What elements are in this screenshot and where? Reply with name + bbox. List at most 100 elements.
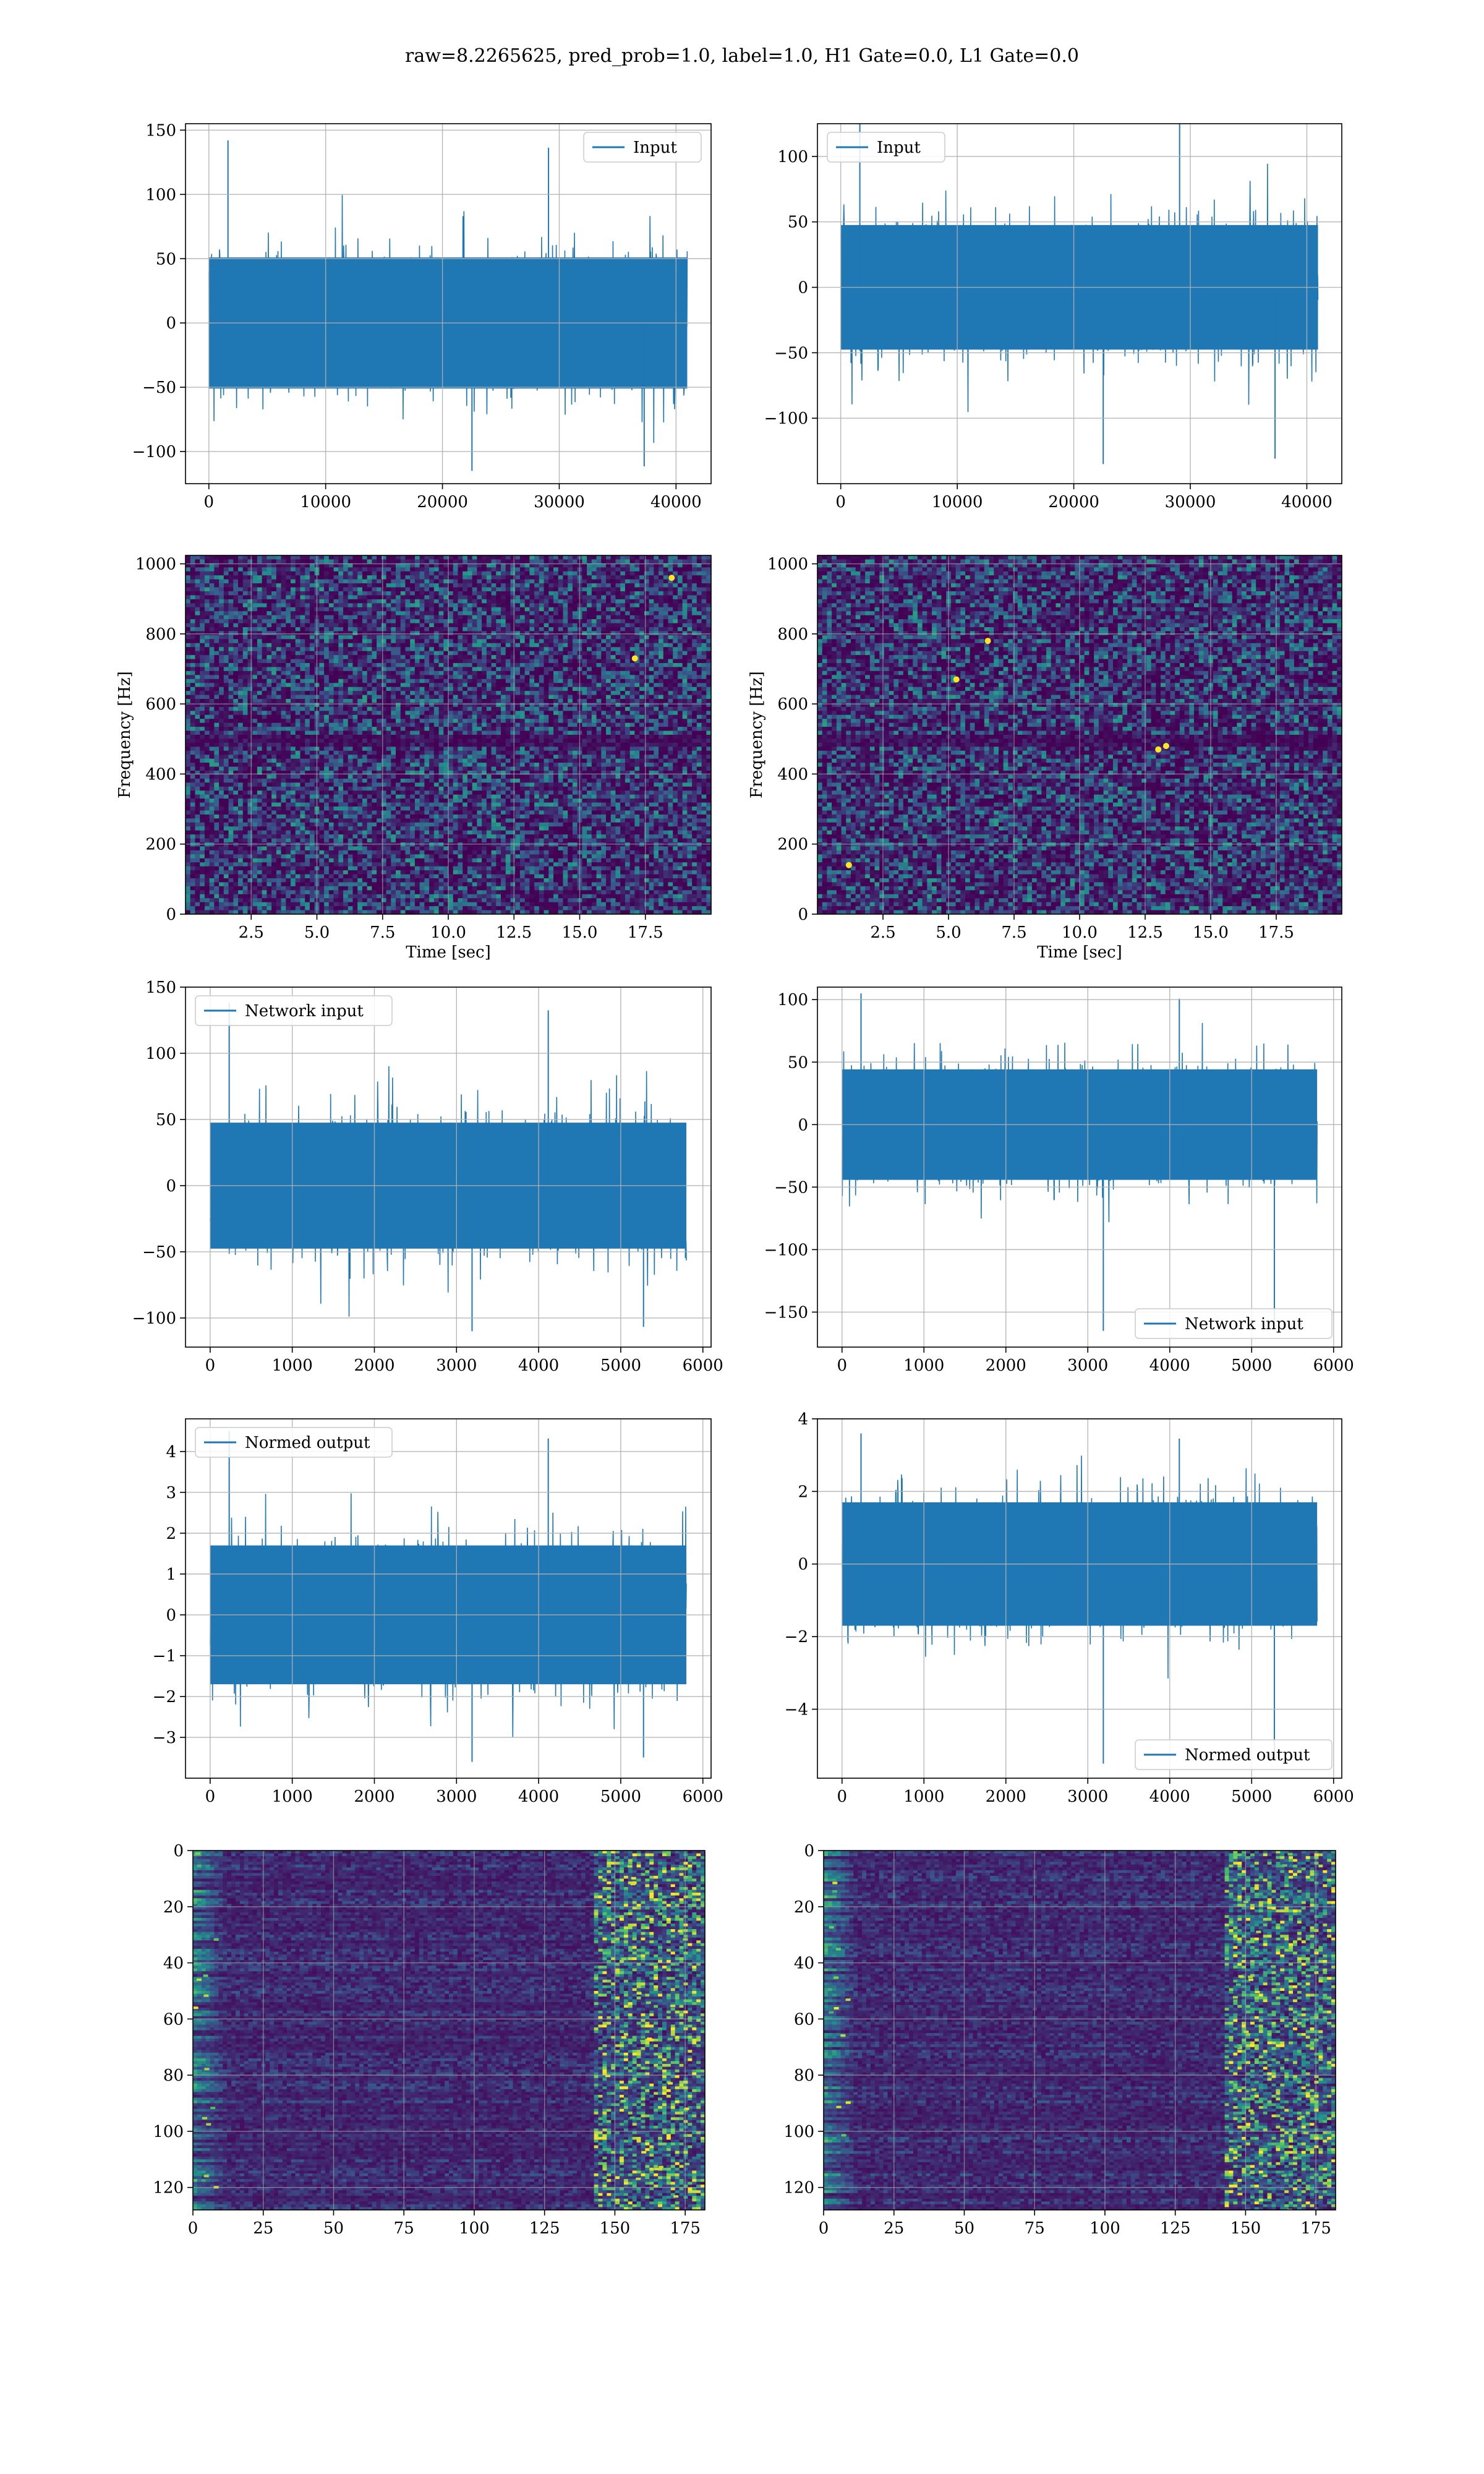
hot-spot-spec-h1-1: [631, 655, 638, 662]
xtick-label-net-l1-6: 6000: [1313, 1356, 1354, 1375]
legend-net-l1: Network input: [1135, 1308, 1333, 1339]
legend-box: [195, 995, 393, 1026]
feat-patch-feat-l1-18: [1243, 2030, 1249, 2033]
feat-patch-feat-h1-12: [673, 2195, 679, 2198]
xtick-label-feat-h1-4: 100: [459, 2219, 490, 2238]
xtick-label-feat-l1-1: 25: [884, 2219, 904, 2238]
legend-norm-h1: Normed output: [195, 1427, 393, 1458]
xtick-label-spec-h1-3: 10.0: [430, 923, 466, 942]
xtick-label-input-l1-0: 0: [835, 493, 846, 511]
feat-patch-feat-h1-20: [636, 1992, 642, 1995]
xtick-label-input-h1-0: 0: [204, 493, 215, 511]
feat-patch-feat-l1-1: [835, 1948, 841, 1951]
plot-area-net-h1: [210, 1003, 687, 1332]
xtick-label-net-l1-3: 3000: [1067, 1356, 1108, 1375]
feat-patch-feat-l1-12: [1292, 2131, 1297, 2134]
xtick-label-norm-h1-6: 6000: [683, 1787, 723, 1806]
feat-patch-feat-l1-39: [1281, 2174, 1287, 2177]
legend-label: Normed output: [1185, 1746, 1310, 1765]
feat-patch-feat-l1-16: [1256, 1930, 1261, 1933]
feat-patch-feat-h1-16: [684, 2162, 690, 2165]
feat-patch-feat-h1-38: [678, 1865, 684, 1868]
legend-box: [583, 132, 702, 163]
feat-patch-feat-l1-35: [1282, 1864, 1287, 1867]
feat-patch-feat-h1-19: [627, 1865, 633, 1868]
feat-patch-feat-h1-15: [657, 2066, 662, 2069]
xtick-label-feat-h1-5: 125: [529, 2219, 560, 2238]
ytick-label-norm-l1-0: −4: [785, 1700, 808, 1719]
feat-patch-feat-h1-13: [605, 2074, 611, 2078]
xtick-label-feat-l1-4: 100: [1090, 2219, 1120, 2238]
xtick-label-input-l1-3: 30000: [1165, 493, 1216, 511]
feat-patch-feat-h1-17: [621, 1958, 626, 1961]
feat-patch-feat-l1-14: [1248, 2109, 1254, 2112]
feat-patch-feat-h1-26: [631, 1877, 636, 1880]
ytick-label-norm-h1-2: −1: [153, 1647, 176, 1666]
legend-input-l1: Input: [827, 132, 945, 163]
feat-patch-feat-l1-32: [1287, 1852, 1293, 1856]
plot-area-feat-h1: [193, 1851, 705, 2210]
axes-frame-feat-l1: [823, 1850, 1336, 2211]
feat-patch-feat-h1-25: [654, 2168, 659, 2171]
xtick-label-spec-h1-1: 5.0: [304, 923, 330, 942]
ytick-label-net-h1-3: 50: [156, 1111, 176, 1129]
xtick-label-net-h1-6: 6000: [683, 1356, 723, 1375]
feat-patch-feat-l1-26: [1262, 2174, 1268, 2177]
subplot-spec-h1: 2.5 5.0 7.5 10.0 12.5 15.0 17.5 0 200 400 600 800 10…: [116, 555, 712, 962]
subplot-input-l1: 0 10000 20000 30000 40000 −100 −50 0 50 100 Input: [764, 123, 1342, 511]
subplot-net-l1: 0 1000 2000 3000 4000 5000 6000 −150 −100 −50 0 50 1…: [764, 987, 1354, 1375]
ytick-label-feat-l1-1: 20: [794, 1898, 814, 1917]
ytick-label-spec-l1-3: 600: [777, 695, 808, 714]
ytick-label-spec-l1-2: 400: [777, 765, 808, 784]
feat-patch-feat-l1-25: [1248, 1975, 1253, 1979]
feat-patch-feat-l1-30: [1300, 2115, 1305, 2118]
feat-patch-feat-h1-18: [630, 1883, 636, 1886]
ytick-label-feat-l1-2: 40: [794, 1954, 814, 1973]
xtick-label-input-h1-2: 20000: [417, 493, 468, 511]
xtick-label-input-l1-4: 40000: [1281, 493, 1333, 511]
xtick-label-input-h1-3: 30000: [534, 493, 585, 511]
hot-spot-spec-l1-1: [953, 676, 960, 683]
feat-patch-feat-l1-20: [1237, 2193, 1243, 2196]
ytick-label-feat-h1-1: 20: [163, 1898, 184, 1917]
xtick-label-norm-l1-3: 3000: [1067, 1787, 1108, 1806]
ytick-label-norm-h1-1: −2: [153, 1688, 176, 1706]
ytick-label-feat-l1-4: 80: [794, 2066, 814, 2085]
xtick-label-net-l1-5: 5000: [1231, 1356, 1272, 1375]
feat-patch-feat-l1-10: [840, 2034, 846, 2037]
xtick-label-feat-l1-6: 150: [1230, 2219, 1261, 2238]
feat-patch-feat-h1-10: [196, 1978, 202, 1981]
feat-patch-feat-h1-34: [670, 2005, 676, 2008]
ytick-label-net-l1-4: 50: [788, 1053, 808, 1072]
legend-box: [1135, 1308, 1333, 1339]
ytick-label-spec-h1-0: 0: [166, 905, 176, 924]
feat-patch-feat-h1-9: [203, 1994, 209, 1997]
legend-label: Input: [877, 139, 921, 157]
feat-patch-feat-l1-33: [1250, 2171, 1255, 2174]
subplot-feat-h1: 0 25 50 75 100 125 150 175 0 20 40 60 80 100 120: [153, 1842, 706, 2238]
xtick-label-spec-l1-3: 10.0: [1062, 923, 1098, 942]
ytick-label-net-h1-1: −50: [142, 1243, 176, 1262]
ytick-label-spec-h1-2: 400: [145, 765, 176, 784]
subplot-input-h1: 0 10000 20000 30000 40000 −100 −50 0 50 100 150 Inp…: [132, 121, 712, 511]
axes-frame-feat-h1: [192, 1850, 706, 2211]
legend-label: Network input: [1185, 1315, 1303, 1333]
xtick-label-feat-h1-6: 150: [600, 2219, 631, 2238]
xtick-label-net-h1-0: 0: [205, 1356, 216, 1375]
xtick-label-norm-h1-5: 5000: [600, 1787, 641, 1806]
feat-patch-feat-l1-8: [829, 2011, 834, 2014]
plot-area-net-l1: [842, 993, 1318, 1331]
ytick-label-norm-h1-3: 0: [166, 1606, 176, 1625]
ytick-label-net-l1-5: 100: [777, 991, 808, 1009]
xtick-label-feat-l1-7: 175: [1300, 2219, 1331, 2238]
feat-patch-feat-l1-3: [845, 2101, 851, 2104]
feat-patch-feat-h1-31: [641, 2151, 647, 2154]
xtick-label-net-h1-4: 4000: [518, 1356, 559, 1375]
legend-box: [1135, 1739, 1333, 1770]
hot-spot-spec-l1-4: [845, 862, 852, 868]
ytick-label-input-l1-3: 50: [788, 213, 808, 232]
xtick-label-norm-h1-4: 4000: [518, 1787, 559, 1806]
feat-patch-feat-h1-35: [684, 2107, 689, 2110]
xtick-label-spec-l1-5: 15.0: [1193, 923, 1229, 942]
xtick-label-input-h1-4: 40000: [650, 493, 702, 511]
